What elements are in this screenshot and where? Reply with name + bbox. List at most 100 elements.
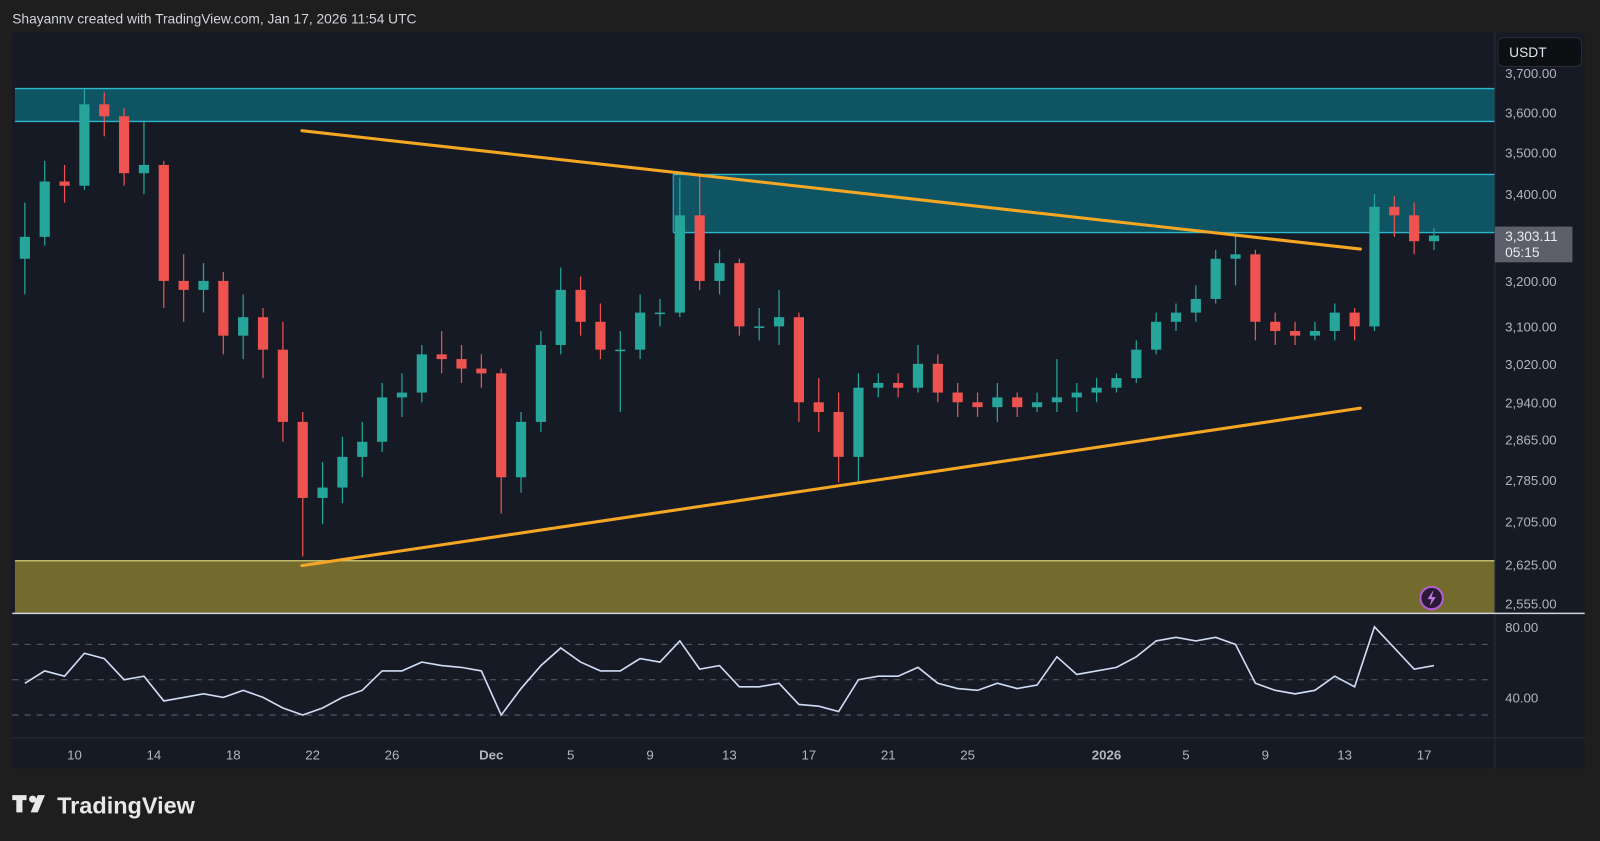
price-axis[interactable]: 3,700.00 3,600.00 3,500.00 3,400.00 3,200.00… bbox=[1505, 66, 1557, 705]
candle-body bbox=[992, 397, 1003, 408]
candle-body bbox=[1409, 215, 1420, 242]
candle-body bbox=[972, 402, 983, 408]
candle bbox=[1190, 285, 1201, 322]
candle-body bbox=[1031, 402, 1043, 408]
candle bbox=[1131, 340, 1142, 383]
candle bbox=[238, 294, 249, 360]
candle-body bbox=[1210, 258, 1221, 299]
candle-body bbox=[674, 215, 685, 313]
time-tick-label: 9 bbox=[646, 747, 653, 762]
price-tick-label: 2,865.00 bbox=[1505, 432, 1557, 447]
candle-body bbox=[813, 402, 824, 413]
rsi-tick-label: 40.00 bbox=[1505, 690, 1538, 705]
candle bbox=[158, 160, 169, 309]
candle-body bbox=[436, 354, 447, 360]
resistance-zone[interactable] bbox=[673, 174, 1495, 233]
candle bbox=[893, 373, 904, 398]
candle-body bbox=[317, 487, 328, 498]
rsi-pane bbox=[12, 625, 1495, 717]
candle bbox=[317, 461, 328, 525]
tradingview-logo-icon bbox=[12, 795, 45, 813]
candle-body bbox=[1369, 206, 1380, 327]
candle bbox=[1151, 312, 1162, 355]
candle-body bbox=[99, 104, 110, 117]
candle bbox=[1051, 359, 1063, 413]
candle-body bbox=[337, 456, 348, 488]
candle bbox=[654, 298, 666, 327]
candle bbox=[1230, 234, 1241, 286]
candle-body bbox=[754, 326, 765, 328]
candle-body bbox=[496, 373, 507, 478]
time-axis[interactable]: 10 14 18 22 26 Dec 5 9 13 17 21 25 2026 5 9 13 17 bbox=[67, 747, 1431, 762]
currency-label: USDT bbox=[1509, 45, 1547, 60]
candle-body bbox=[654, 312, 666, 315]
candle bbox=[1210, 249, 1221, 304]
candle-body bbox=[793, 317, 805, 403]
candle bbox=[277, 321, 288, 442]
candle-body bbox=[932, 363, 943, 393]
price-tick-label: 3,600.00 bbox=[1505, 105, 1557, 120]
resistance-zone[interactable] bbox=[14, 88, 1495, 122]
candle bbox=[1071, 382, 1082, 413]
price-tick-label: 2,785.00 bbox=[1505, 473, 1557, 488]
time-tick-label: Dec bbox=[479, 747, 503, 762]
candle-body bbox=[853, 387, 864, 457]
candle-body bbox=[1230, 254, 1241, 259]
tradingview-logo[interactable]: TradingView bbox=[12, 792, 196, 818]
currency-button[interactable]: USDT bbox=[1497, 37, 1583, 67]
lightning-icon[interactable] bbox=[1419, 585, 1444, 611]
candle-body bbox=[1428, 235, 1440, 242]
candle bbox=[496, 368, 507, 514]
current-price-label: 3,303.11 05:15 bbox=[1494, 226, 1573, 263]
candle-body bbox=[1349, 312, 1360, 327]
candle bbox=[138, 120, 150, 195]
candle bbox=[119, 108, 130, 186]
candle-body bbox=[952, 392, 963, 403]
time-tick-label: 14 bbox=[147, 747, 162, 762]
candle bbox=[674, 177, 685, 318]
candles-layer bbox=[19, 88, 1440, 557]
time-tick-label: 25 bbox=[960, 747, 975, 762]
candle bbox=[1309, 321, 1321, 341]
candle bbox=[377, 382, 388, 452]
logo-text: TradingView bbox=[57, 792, 196, 818]
candle bbox=[1329, 303, 1340, 341]
candle bbox=[39, 160, 50, 246]
time-tick-label: 2026 bbox=[1092, 747, 1121, 762]
time-tick-label: 26 bbox=[385, 747, 400, 762]
bar-countdown: 05:15 bbox=[1505, 245, 1540, 260]
candle-body bbox=[119, 116, 130, 174]
candle-body bbox=[138, 164, 150, 174]
candle-body bbox=[893, 382, 904, 388]
candle-body bbox=[1111, 378, 1122, 388]
candle-body bbox=[635, 312, 646, 350]
descending-trendline[interactable] bbox=[300, 129, 1362, 251]
candle-body bbox=[79, 104, 90, 186]
candle bbox=[793, 312, 805, 422]
candle bbox=[813, 378, 824, 432]
price-tick-label: 2,940.00 bbox=[1505, 395, 1557, 410]
time-tick-label: 21 bbox=[881, 747, 896, 762]
candle bbox=[1091, 378, 1102, 403]
candle-body bbox=[59, 181, 70, 186]
candle bbox=[59, 164, 70, 203]
time-tick-label: 13 bbox=[1337, 747, 1352, 762]
candle-body bbox=[158, 164, 169, 281]
candle-body bbox=[1270, 321, 1281, 332]
candle-body bbox=[396, 392, 408, 398]
candle-body bbox=[1170, 312, 1182, 322]
time-tick-label: 22 bbox=[305, 747, 320, 762]
price-tick-label: 3,700.00 bbox=[1505, 66, 1557, 81]
candle-body bbox=[476, 368, 487, 374]
candle bbox=[972, 392, 983, 417]
candle bbox=[257, 308, 269, 379]
rsi-tick-label: 80.00 bbox=[1505, 620, 1538, 635]
ascending-trendline[interactable] bbox=[300, 406, 1362, 568]
price-tick-label: 3,500.00 bbox=[1505, 146, 1557, 161]
support-zone[interactable] bbox=[14, 560, 1495, 614]
candle bbox=[1289, 321, 1301, 345]
candle bbox=[1012, 392, 1023, 417]
candle-body bbox=[456, 359, 467, 369]
attribution-text: Shayannv created with TradingView.com, J… bbox=[12, 11, 416, 26]
candle-body bbox=[238, 317, 249, 336]
